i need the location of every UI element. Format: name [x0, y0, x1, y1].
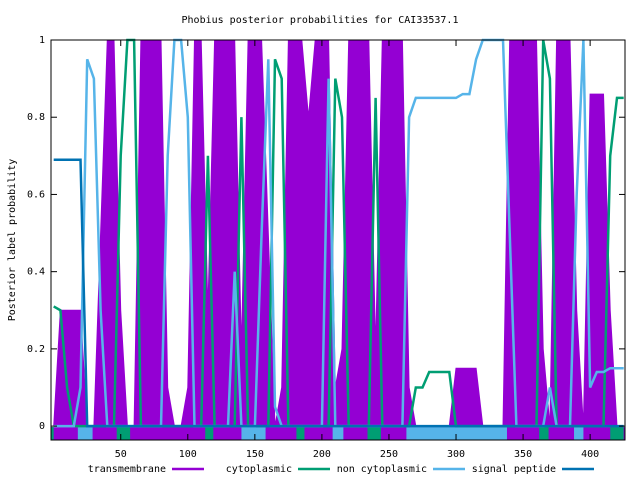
- topology-segment: [116, 427, 131, 440]
- topology-segment: [610, 427, 624, 440]
- legend-label: transmembrane: [88, 464, 166, 475]
- x-tick-label: 400: [581, 449, 599, 460]
- topology-segment: [539, 427, 549, 440]
- legend-label: cytoplasmic: [226, 464, 292, 475]
- topology-segment: [574, 427, 584, 440]
- topology-segment: [241, 427, 266, 440]
- y-tick-label: 1: [39, 35, 45, 46]
- y-tick-label: 0.4: [27, 267, 45, 278]
- y-tick-label: 0.2: [27, 344, 45, 355]
- chart-title: Phobius posterior probabilities for CAI3…: [182, 15, 459, 26]
- x-tick-label: 200: [313, 449, 331, 460]
- x-tick-label: 350: [514, 449, 532, 460]
- topology-segment: [406, 427, 507, 440]
- x-tick-label: 150: [246, 449, 264, 460]
- y-tick-label: 0.6: [27, 189, 45, 200]
- topology-segment: [51, 427, 54, 440]
- legend-label: non cytoplasmic: [337, 464, 427, 475]
- x-tick-label: 300: [447, 449, 465, 460]
- x-tick-label: 250: [380, 449, 398, 460]
- x-tick-label: 50: [115, 449, 127, 460]
- topology-segment: [367, 427, 381, 440]
- y-tick-label: 0.8: [27, 112, 45, 123]
- topology-segment: [332, 427, 344, 440]
- legend-label: signal peptide: [472, 464, 556, 475]
- plot-frame: [50, 39, 626, 441]
- y-tick-label: 0: [39, 421, 45, 432]
- topology-segment: [296, 427, 305, 440]
- topology-segment: [77, 427, 93, 440]
- series-line: [53, 158, 624, 428]
- x-tick-label: 100: [179, 449, 197, 460]
- y-axis-label: Posterior label probability: [7, 159, 18, 322]
- topology-segment: [205, 427, 214, 440]
